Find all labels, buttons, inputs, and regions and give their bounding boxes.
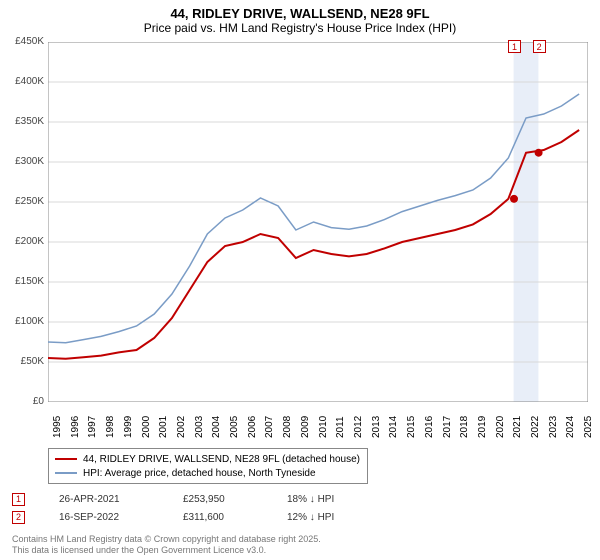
x-tick-label: 1999 [123,416,134,438]
x-tick-label: 2000 [141,416,152,438]
x-tick-label: 2009 [300,416,311,438]
sale-row: 1 26-APR-2021 £253,950 18% ↓ HPI [12,490,367,508]
x-tick-label: 1997 [87,416,98,438]
sale-row: 2 16-SEP-2022 £311,600 12% ↓ HPI [12,508,367,526]
x-tick-label: 2007 [264,416,275,438]
y-tick-label: £100K [0,316,44,327]
x-tick-label: 2012 [353,416,364,438]
y-tick-label: £200K [0,236,44,247]
x-tick-label: 2010 [318,416,329,438]
sale-point [510,195,518,203]
x-tick-label: 2005 [229,416,240,438]
x-axis-labels: 1995 1996 1997 1998 1999 2000 2001 2002 2003 2004… [48,406,588,446]
sale-marker-label: 1 [508,40,521,53]
legend-item: 44, RIDLEY DRIVE, WALLSEND, NE28 9FL (de… [55,452,361,466]
x-tick-label: 2020 [495,416,506,438]
y-tick-label: £50K [0,356,44,367]
chart-title: 44, RIDLEY DRIVE, WALLSEND, NE28 9FL Pri… [0,0,600,37]
legend-swatch [55,472,77,474]
x-tick-label: 2025 [583,416,594,438]
legend: 44, RIDLEY DRIVE, WALLSEND, NE28 9FL (de… [48,448,368,484]
legend-swatch [55,458,77,460]
x-tick-label: 2011 [335,416,346,438]
y-axis-labels: £0£50K£100K£150K£200K£250K£300K£350K£400… [0,42,46,402]
x-tick-label: 2017 [442,416,453,438]
sale-price: £253,950 [183,494,263,505]
legend-label: HPI: Average price, detached house, Nort… [83,468,316,479]
x-tick-label: 2001 [158,416,169,438]
x-tick-label: 2004 [211,416,222,438]
sale-pct-vs-hpi: 18% ↓ HPI [287,494,367,505]
sale-pct-vs-hpi: 12% ↓ HPI [287,512,367,523]
x-tick-label: 1998 [105,416,116,438]
footer-line1: Contains HM Land Registry data © Crown c… [12,534,321,545]
chart-container: { "title": { "line1": "44, RIDLEY DRIVE,… [0,0,600,560]
x-tick-label: 2018 [459,416,470,438]
x-tick-label: 2022 [530,416,541,438]
footer-line2: This data is licensed under the Open Gov… [12,545,321,556]
x-tick-label: 2006 [247,416,258,438]
sale-number: 1 [12,493,25,506]
y-tick-label: £450K [0,36,44,47]
y-tick-label: £400K [0,76,44,87]
title-line1: 44, RIDLEY DRIVE, WALLSEND, NE28 9FL [0,6,600,21]
plot-border [48,42,588,402]
title-line2: Price paid vs. HM Land Registry's House … [0,21,600,35]
x-tick-label: 2002 [176,416,187,438]
x-tick-label: 2023 [548,416,559,438]
sale-date: 16-SEP-2022 [59,512,159,523]
x-tick-label: 2008 [282,416,293,438]
x-tick-label: 2003 [194,416,205,438]
sale-price: £311,600 [183,512,263,523]
legend-item: HPI: Average price, detached house, Nort… [55,466,361,480]
x-tick-label: 2021 [512,416,523,438]
highlight-band [514,42,539,402]
legend-label: 44, RIDLEY DRIVE, WALLSEND, NE28 9FL (de… [83,454,360,465]
sale-date: 26-APR-2021 [59,494,159,505]
sale-point [535,149,543,157]
x-tick-label: 2024 [565,416,576,438]
y-tick-label: £300K [0,156,44,167]
x-tick-label: 2014 [388,416,399,438]
chart-svg [48,42,588,402]
y-tick-label: £0 [0,396,44,407]
footer-attribution: Contains HM Land Registry data © Crown c… [12,534,321,556]
y-tick-label: £250K [0,196,44,207]
y-tick-label: £350K [0,116,44,127]
y-tick-label: £150K [0,276,44,287]
chart-plot-area: 12 [48,42,588,402]
x-tick-label: 2019 [477,416,488,438]
sales-table: 1 26-APR-2021 £253,950 18% ↓ HPI 2 16-SEP-202… [12,490,367,526]
sale-number: 2 [12,511,25,524]
series-property [48,130,579,359]
x-tick-label: 2015 [406,416,417,438]
series-hpi [48,94,579,343]
x-tick-label: 2013 [371,416,382,438]
x-tick-label: 2016 [424,416,435,438]
x-tick-label: 1996 [70,416,81,438]
x-tick-label: 1995 [52,416,63,438]
sale-marker-label: 2 [533,40,546,53]
